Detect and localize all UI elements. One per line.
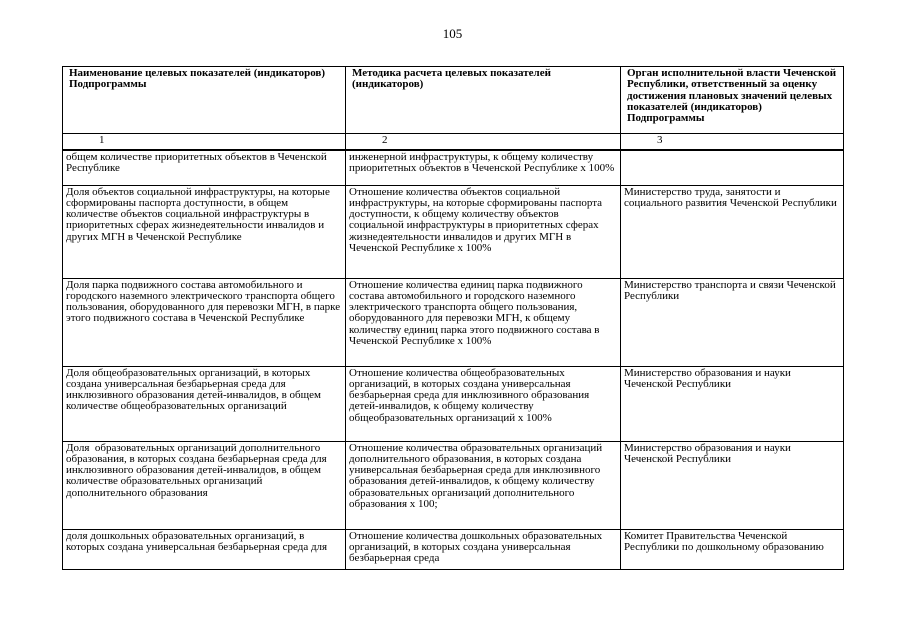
table-row: Доля образовательных организаций дополни… xyxy=(62,440,844,530)
column-header-authority: Орган исполнительной власти Чеченской Ре… xyxy=(620,66,844,134)
table-row: общем количестве приоритетных объектов в… xyxy=(62,149,844,186)
column-header-indicator: Наименование целевых показателей (индика… xyxy=(62,66,346,134)
cell-indicator: Доля общеобразовательных организаций, в … xyxy=(62,365,346,442)
column-number-2: 2 xyxy=(345,133,621,151)
cell-authority: Комитет Правительства Чеченской Республи… xyxy=(620,528,844,570)
cell-method: Отношение количества дошкольных образова… xyxy=(345,528,621,570)
cell-method: инженерной инфраструктуры, к общему коли… xyxy=(345,149,621,186)
table-row: Доля общеобразовательных организаций, в … xyxy=(62,365,844,442)
cell-authority: Министерство образования и науки Чеченск… xyxy=(620,440,844,530)
cell-indicator: Доля образовательных организаций дополни… xyxy=(62,440,346,530)
table-header-row: Наименование целевых показателей (индика… xyxy=(62,66,844,134)
cell-method: Отношение количества общеобразовательных… xyxy=(345,365,621,442)
cell-authority: Министерство образования и науки Чеченск… xyxy=(620,365,844,442)
indicators-table: Наименование целевых показателей (индика… xyxy=(62,66,844,570)
column-number-3: 3 xyxy=(620,133,844,151)
cell-authority xyxy=(620,149,844,186)
cell-indicator: доля дошкольных образовательных организа… xyxy=(62,528,346,570)
table-row: Доля парка подвижного состава автомобиль… xyxy=(62,277,844,367)
column-number-1: 1 xyxy=(62,133,346,151)
cell-indicator: общем количестве приоритетных объектов в… xyxy=(62,149,346,186)
column-header-method: Методика расчета целевых показателей (ин… xyxy=(345,66,621,134)
table-row: доля дошкольных образовательных организа… xyxy=(62,528,844,570)
page-number: 105 xyxy=(442,26,463,41)
table-body: Наименование целевых показателей (индика… xyxy=(62,66,844,570)
table-row: Доля объектов социальной инфраструктуры,… xyxy=(62,184,844,279)
cell-authority: Министерство труда, занятости и социальн… xyxy=(620,184,844,279)
cell-indicator: Доля парка подвижного состава автомобиль… xyxy=(62,277,346,367)
cell-authority: Министерство транспорта и связи Чеченско… xyxy=(620,277,844,367)
cell-method: Отношение количества образовательных орг… xyxy=(345,440,621,530)
column-numbers-row: 1 2 3 xyxy=(62,133,844,151)
cell-method: Отношение количества объектов социальной… xyxy=(345,184,621,279)
cell-method: Отношение количества единиц парка подвиж… xyxy=(345,277,621,367)
cell-indicator: Доля объектов социальной инфраструктуры,… xyxy=(62,184,346,279)
